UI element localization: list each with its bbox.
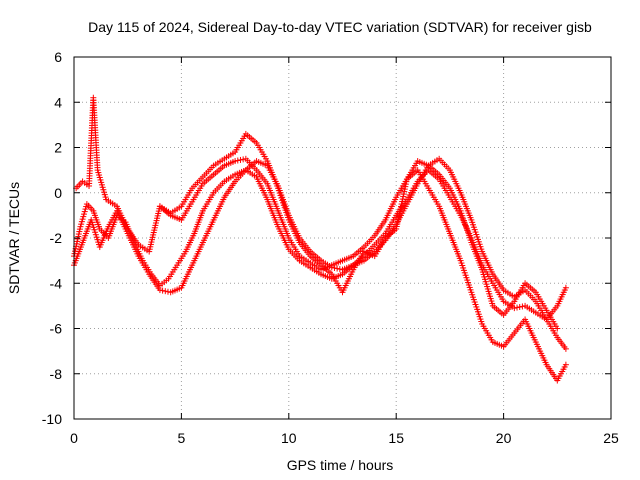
data-point (511, 305, 518, 312)
data-point (554, 325, 561, 332)
data-point-interp (78, 218, 85, 225)
data-point-interp (79, 216, 86, 223)
y-tick-label: 4 (54, 94, 62, 110)
y-tick-label: 0 (54, 185, 62, 201)
data-point-interp (516, 304, 523, 311)
y-axis-label: SDTVAR / TECUs (6, 182, 22, 294)
x-tick-label: 25 (603, 430, 619, 446)
data-point-interp (80, 213, 87, 220)
x-tick-label: 0 (70, 430, 78, 446)
axis-ticks (73, 56, 612, 420)
data-point (562, 284, 569, 291)
data-point (232, 158, 239, 165)
data-point-interp (82, 206, 89, 213)
data-point-interp (334, 265, 341, 272)
data-point-interp (162, 288, 169, 295)
x-tick-label: 5 (178, 430, 186, 446)
data-point-interp (240, 156, 247, 163)
y-tick-label: -4 (50, 275, 63, 291)
y-tick-label: -6 (50, 321, 63, 337)
x-tick-label: 15 (388, 430, 404, 446)
data-point-interp (81, 211, 88, 218)
tick-labels: 0 5 10 15 20 25 -10 -8 -6 -4 -2 0 2 4 6 (42, 49, 619, 446)
data-point (562, 345, 569, 352)
data-point (77, 223, 84, 230)
data-point-interp (234, 157, 241, 164)
data-point (156, 287, 163, 294)
data-points (71, 94, 569, 384)
data-point-interp (514, 304, 521, 311)
grid-lines (74, 57, 611, 419)
x-tick-label: 20 (496, 430, 512, 446)
y-tick-label: 6 (54, 49, 62, 65)
data-point-interp (81, 208, 88, 215)
y-tick-label: -2 (50, 230, 63, 246)
y-tick-label: -8 (50, 366, 63, 382)
data-point (562, 361, 569, 368)
chart-title: Day 115 of 2024, Sidereal Day-to-day VTE… (88, 19, 592, 35)
x-tick-label: 10 (281, 430, 297, 446)
data-point-interp (78, 221, 85, 228)
y-tick-label: 2 (54, 140, 62, 156)
data-point-interp (159, 287, 166, 294)
x-axis-label: GPS time / hours (287, 457, 394, 473)
data-point-interp (237, 156, 244, 163)
data-point-interp (331, 264, 338, 271)
y-tick-label: -10 (42, 411, 62, 427)
data-point-interp (519, 303, 526, 310)
